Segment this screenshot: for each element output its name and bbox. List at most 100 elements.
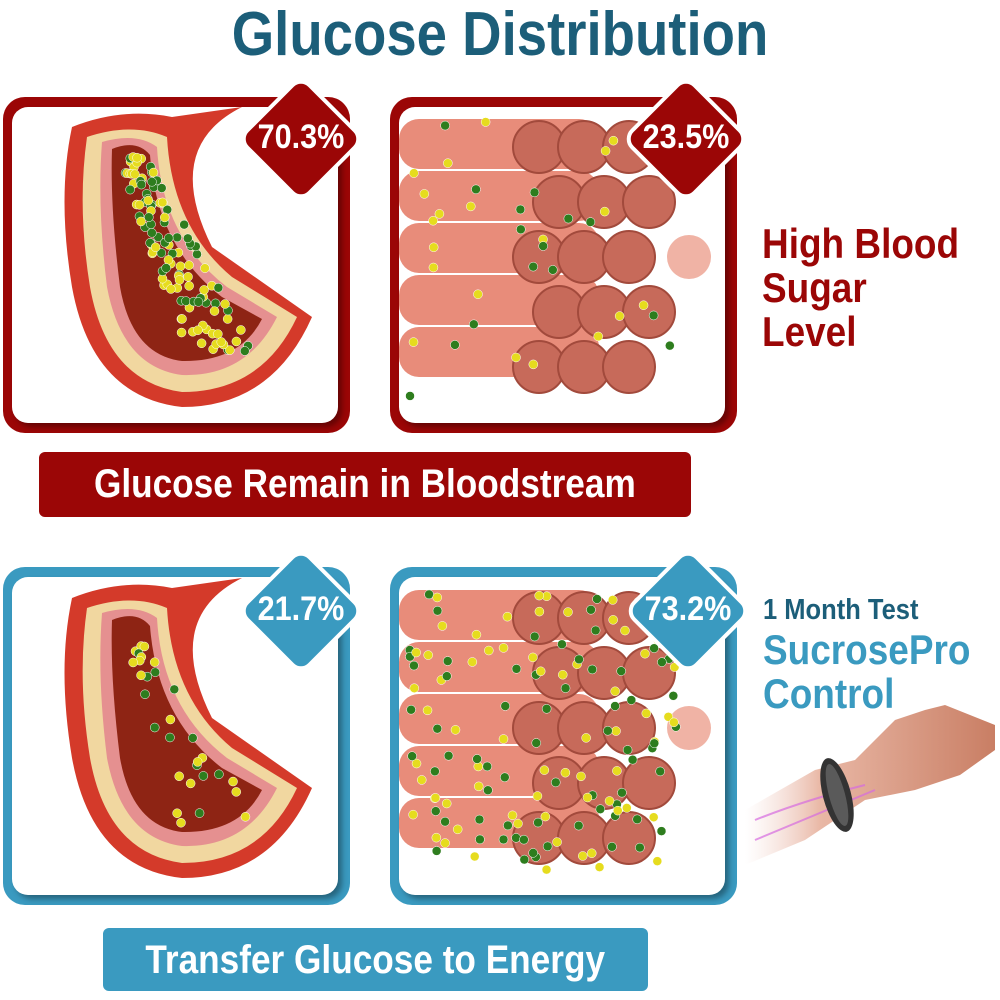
glucose-molecule (430, 793, 441, 803)
glucose-molecule (626, 695, 637, 705)
glucose-molecule (213, 283, 224, 293)
fiber-bundle (622, 285, 676, 339)
glucose-molecule (216, 337, 227, 347)
glucose-molecule (498, 643, 509, 653)
glucose-molecule (560, 767, 571, 778)
glucose-molecule (184, 281, 194, 291)
glucose-molecule (196, 338, 207, 349)
glucose-molecule (641, 708, 652, 719)
sucrosepro-label: 1 Month Test SucrosePro Control (763, 592, 970, 716)
glucose-molecule (185, 778, 196, 789)
glucose-molecule (166, 284, 176, 294)
glucose-molecule (627, 754, 638, 765)
glucose-molecule (431, 806, 441, 816)
glucose-molecule (590, 625, 601, 636)
glucose-molecule (408, 809, 418, 820)
glucose-molecule (177, 314, 187, 324)
glucose-molecule (538, 241, 548, 251)
glucose-molecule (428, 215, 438, 226)
glucose-molecule (483, 785, 493, 796)
glucose-molecule (176, 327, 187, 338)
fiber-bundle (602, 811, 656, 865)
glucose-molecule (616, 666, 626, 676)
glucose-molecule (574, 654, 584, 665)
glucose-molecule (163, 255, 174, 265)
glucose-molecule (443, 158, 453, 168)
glucose-molecule (519, 834, 529, 845)
glucose-molecule (411, 758, 422, 769)
fiber-bundle (602, 230, 656, 284)
glucose-molecule (139, 641, 150, 652)
glucose-molecule (149, 657, 160, 667)
glucose-molecule (172, 232, 182, 243)
glucose-molecule (620, 625, 630, 636)
glucose-molecule (440, 838, 450, 848)
glucose-molecule (136, 216, 146, 227)
label-line: Control (763, 670, 895, 717)
glucose-molecule (240, 812, 251, 822)
glucose-molecule (175, 261, 186, 272)
glucose-molecule (423, 650, 433, 660)
glucose-molecule (147, 228, 157, 238)
glucose-molecule (608, 615, 618, 625)
glucose-molecule (668, 691, 679, 701)
glucose-molecule (140, 689, 150, 700)
glucose-molecule (655, 766, 665, 777)
glucose-molecule (432, 605, 443, 616)
fiber-bundle (622, 756, 676, 810)
glucose-molecule (405, 391, 415, 401)
glucose-molecule (130, 169, 140, 179)
blood-vessel-illustration (64, 578, 312, 878)
energy-banner: Transfer Glucose to Energy (103, 928, 648, 991)
glucose-molecule (409, 168, 419, 178)
glucose-molecule (240, 346, 250, 356)
glucose-molecule (500, 772, 510, 783)
glucose-molecule (225, 345, 235, 355)
glucose-molecule (541, 864, 552, 875)
glucose-molecule (539, 765, 550, 775)
banner-text: Glucose Remain in Bloodstream (94, 462, 636, 506)
glucose-molecule (192, 757, 203, 767)
glucose-molecule (513, 818, 523, 829)
glucose-molecule (163, 233, 174, 243)
glucose-molecule (610, 686, 620, 697)
glucose-molecule (541, 704, 552, 714)
label-line: High Blood (762, 220, 960, 267)
banner-text: Transfer Glucose to Energy (145, 938, 606, 982)
glucose-molecule (149, 722, 160, 733)
glucose-molecule (157, 197, 168, 208)
glucose-molecule (416, 775, 427, 785)
glucose-molecule (469, 319, 479, 330)
glucose-molecule (622, 745, 633, 755)
glucose-molecule (585, 217, 596, 227)
glucose-molecule (428, 262, 439, 273)
glucose-molecule (552, 837, 562, 847)
glucose-molecule (577, 851, 588, 861)
glucose-molecule (558, 669, 568, 680)
glucose-molecule (198, 771, 209, 781)
glucose-molecule (484, 645, 494, 656)
glucose-molecule (419, 189, 430, 199)
muscle-percent-high: 23.5% (642, 118, 730, 156)
glucose-molecule (441, 798, 452, 809)
glucose-molecule (231, 787, 242, 797)
glucose-molecule (442, 656, 453, 666)
glucose-molecule (528, 261, 538, 272)
glucose-molecule (669, 717, 679, 728)
glucose-molecule (422, 705, 433, 716)
glucose-molecule (576, 771, 586, 782)
glucose-molecule (432, 592, 442, 603)
glucose-molecule (214, 769, 224, 780)
glucose-molecule (652, 856, 663, 866)
glucose-molecule (411, 647, 421, 658)
glucose-molecule (440, 816, 450, 827)
glucose-molecule (542, 841, 553, 852)
glucose-molecule (179, 219, 189, 230)
glucose-molecule (193, 325, 203, 335)
label-line: SucrosePro (763, 626, 971, 673)
glucose-molecule (532, 791, 543, 801)
glucose-molecule (165, 714, 176, 725)
glucose-molecule (534, 606, 545, 617)
glucose-molecule (159, 212, 170, 223)
glucose-molecule (228, 776, 238, 787)
